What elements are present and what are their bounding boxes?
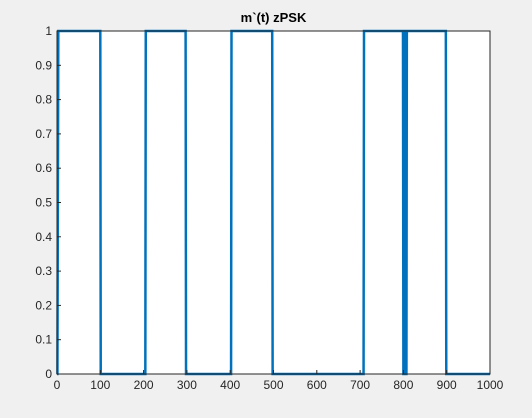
y-tick-label: 1 xyxy=(45,24,52,38)
y-tick-label: 0.2 xyxy=(35,298,52,312)
y-tick-label: 0.9 xyxy=(35,58,52,72)
y-tick-label: 0.7 xyxy=(35,127,52,141)
y-tick-label: 0 xyxy=(45,367,52,381)
y-tick-label: 0.8 xyxy=(35,93,52,107)
y-tick-label: 0.6 xyxy=(35,161,52,175)
x-tick-label: 700 xyxy=(350,378,370,392)
x-tick-label: 600 xyxy=(307,378,327,392)
x-tick-label: 0 xyxy=(54,378,61,392)
x-tick-label: 100 xyxy=(90,378,110,392)
x-tick-label: 900 xyxy=(437,378,457,392)
x-tick-label: 400 xyxy=(220,378,240,392)
x-tick-label: 500 xyxy=(263,378,283,392)
x-tick-label: 800 xyxy=(393,378,413,392)
tick-layer: 0 100 200 300 400 500 600 700 800 900 1000 0 0.1 0.2 0… xyxy=(35,24,503,392)
y-tick-label: 0.3 xyxy=(35,264,52,278)
x-tick-label: 200 xyxy=(134,378,154,392)
y-tick-label: 0.4 xyxy=(35,230,52,244)
y-tick-label: 0.1 xyxy=(35,333,52,347)
chart-title: m`(t) zPSK xyxy=(241,10,307,25)
x-tick-label: 1000 xyxy=(477,378,504,392)
y-tick-label: 0.5 xyxy=(35,196,52,210)
x-tick-label: 300 xyxy=(177,378,197,392)
